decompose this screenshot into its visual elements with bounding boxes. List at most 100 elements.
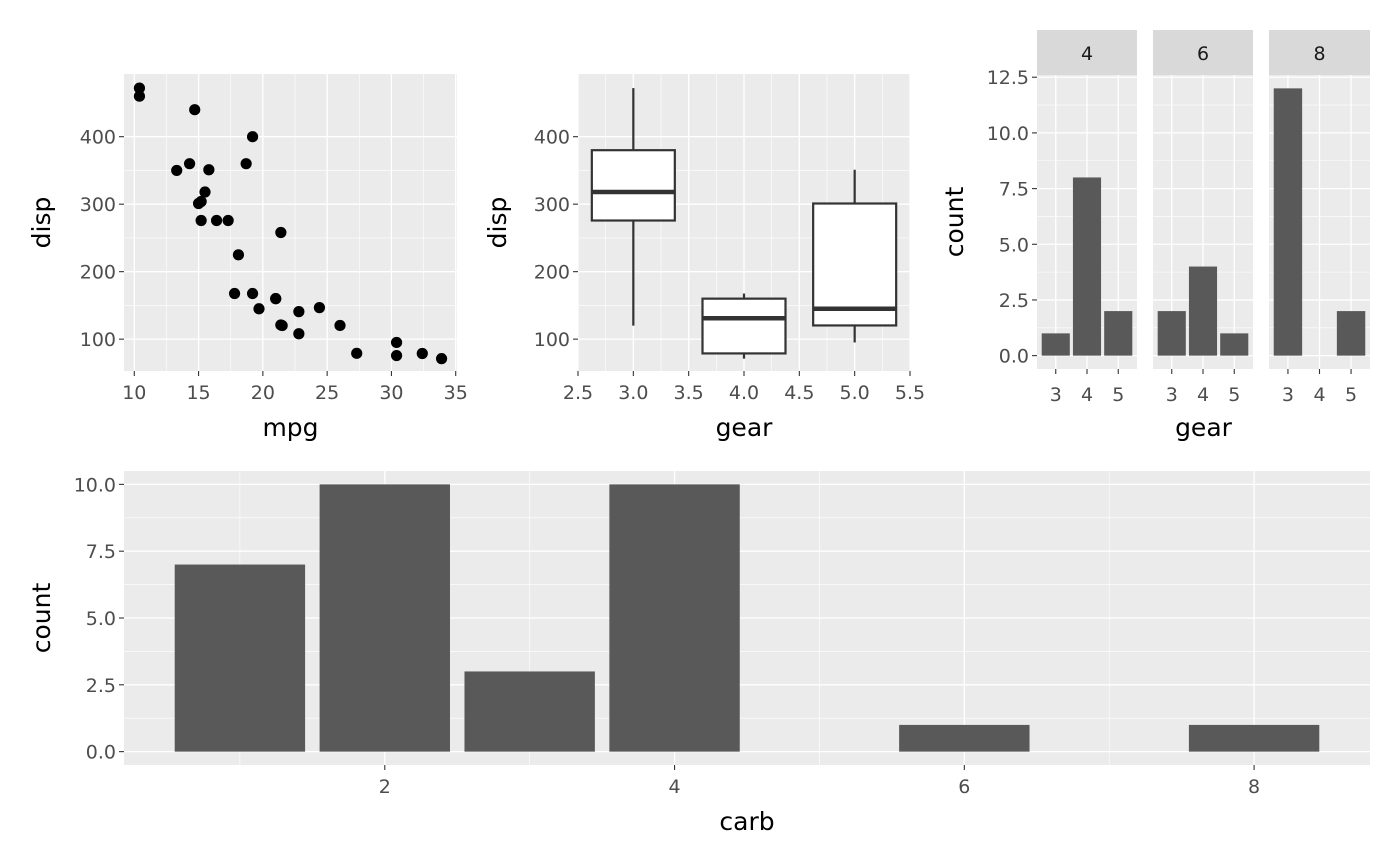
bar xyxy=(1188,724,1320,752)
x-tick-label: 6 xyxy=(958,776,970,798)
facet-panel: 8 3 4 5 xyxy=(1269,30,1370,406)
data-point xyxy=(210,214,223,227)
data-point xyxy=(416,347,428,360)
facet-strip-label: 8 xyxy=(1313,43,1325,65)
x-tick-label: 2 xyxy=(379,776,391,798)
x-tick-label: 8 xyxy=(1248,776,1260,798)
y-tick-label: 2.5 xyxy=(999,290,1029,312)
bar xyxy=(1336,311,1366,356)
box xyxy=(812,169,898,343)
x-tick-label: 3 xyxy=(1050,384,1062,406)
x-tick-label: 35 xyxy=(444,382,468,404)
bar xyxy=(1041,333,1070,356)
data-point xyxy=(189,104,201,116)
y-tick-label: 5.0 xyxy=(86,608,116,630)
bar xyxy=(1072,177,1102,356)
data-point xyxy=(133,90,146,102)
scatter-plot: 100 200 300 400 10 15 20 25 30 35 mpg disp xyxy=(27,74,468,442)
data-point xyxy=(246,287,259,300)
carb-bar-chart: 0.0 2.5 5.0 7.5 10.0 2 4 6 8 carb count xyxy=(27,471,1370,836)
box xyxy=(701,293,787,359)
facet-strip xyxy=(1269,30,1370,75)
data-point xyxy=(390,349,403,362)
box-body xyxy=(701,297,787,355)
x-tick-label: 4.5 xyxy=(784,382,814,404)
data-point xyxy=(199,186,211,198)
y-tick-label: 12.5 xyxy=(987,67,1029,89)
data-point xyxy=(232,249,245,261)
data-point xyxy=(228,287,241,300)
data-point xyxy=(203,164,215,176)
x-tick-label: 5.5 xyxy=(895,382,925,404)
data-point xyxy=(390,336,403,349)
x-tick-label: 4 xyxy=(669,776,681,798)
y-tick-label: 5.0 xyxy=(999,234,1029,256)
data-point xyxy=(195,214,207,227)
data-point xyxy=(253,303,265,315)
x-tick-label: 2.5 xyxy=(563,382,593,404)
box-plot: 100 200 300 400 2.5 3.0 3.5 4.0 4.5 5.0 5.5 gear dis… xyxy=(483,74,925,442)
x-axis-title: gear xyxy=(1175,413,1233,442)
x-tick-label: 3 xyxy=(1166,384,1178,406)
data-point xyxy=(351,347,363,359)
y-tick-label: 0.0 xyxy=(999,346,1029,368)
bar xyxy=(1157,311,1186,356)
data-point xyxy=(334,319,346,332)
facet-panel: 43 4 5 xyxy=(1037,30,1137,406)
bar xyxy=(899,724,1030,752)
facet-strip xyxy=(1037,30,1137,75)
y-tick-label: 0.0 xyxy=(86,742,116,764)
data-point xyxy=(240,158,252,170)
x-tick-label: 4.0 xyxy=(729,382,759,404)
bar xyxy=(1220,333,1249,356)
data-point xyxy=(313,302,326,314)
faceted-bar-chart: 43 4 563 4 583 4 50.02.55.07.510.012.5gearcoun… xyxy=(940,30,1370,442)
facet-strip xyxy=(1153,30,1253,75)
data-point xyxy=(275,226,287,239)
x-tick-label: 4 xyxy=(1081,384,1093,406)
y-tick-label: 200 xyxy=(80,262,116,284)
y-axis-title: disp xyxy=(27,197,56,249)
box-body xyxy=(812,202,898,327)
box-body xyxy=(590,149,676,222)
data-point xyxy=(293,306,305,318)
data-point xyxy=(293,328,305,340)
bar xyxy=(1104,311,1133,356)
x-tick-label: 4 xyxy=(1197,384,1209,406)
x-axis-title: gear xyxy=(716,413,774,442)
x-tick-label: 3 xyxy=(1282,384,1294,406)
x-tick-label: 4 xyxy=(1313,384,1325,406)
facet-strip-label: 4 xyxy=(1081,43,1093,65)
bar xyxy=(464,671,595,752)
x-tick-label: 5 xyxy=(1112,384,1124,406)
x-tick-label: 10 xyxy=(122,382,146,404)
bar xyxy=(609,484,740,752)
y-tick-label: 100 xyxy=(80,329,116,351)
y-axis-title: count xyxy=(940,187,969,258)
y-tick-label: 7.5 xyxy=(86,541,116,563)
data-point xyxy=(133,82,146,94)
data-point xyxy=(222,214,234,227)
y-tick-label: 7.5 xyxy=(999,179,1029,201)
x-tick-label: 3.5 xyxy=(674,382,704,404)
x-tick-label: 20 xyxy=(251,382,275,404)
data-point xyxy=(183,158,196,170)
y-tick-label: 100 xyxy=(534,329,570,351)
y-axis-title: disp xyxy=(483,197,512,249)
panel-background xyxy=(124,74,457,371)
bar xyxy=(1273,88,1303,356)
data-point xyxy=(246,131,259,143)
x-tick-label: 5 xyxy=(1345,384,1357,406)
y-tick-label: 300 xyxy=(534,194,570,216)
x-tick-label: 15 xyxy=(186,382,210,404)
bar xyxy=(319,484,450,752)
x-tick-label: 30 xyxy=(379,382,403,404)
y-tick-label: 300 xyxy=(80,194,116,216)
y-tick-label: 2.5 xyxy=(86,675,116,697)
x-axis-title: mpg xyxy=(262,413,318,442)
data-point xyxy=(435,353,448,365)
data-point xyxy=(192,197,205,210)
x-tick-label: 3.0 xyxy=(618,382,648,404)
y-tick-label: 10.0 xyxy=(987,123,1029,145)
